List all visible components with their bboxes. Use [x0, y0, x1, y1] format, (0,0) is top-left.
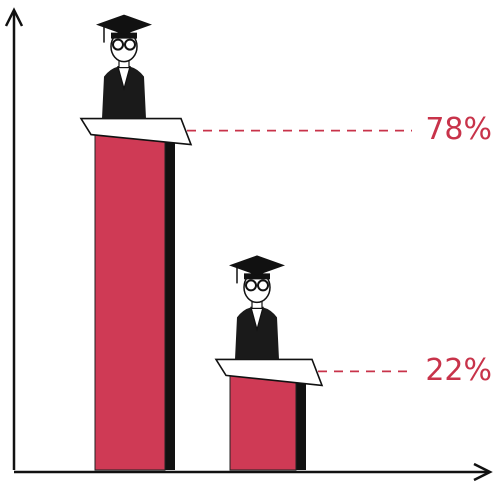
bar — [229, 374, 297, 471]
value-label: 78% — [425, 112, 492, 147]
graduate-figure — [95, 13, 153, 120]
value-label: 22% — [425, 353, 492, 388]
bar-shadow — [163, 140, 175, 470]
y-axis-arrow — [4, 7, 24, 27]
podium-top — [214, 358, 324, 387]
x-axis-arrow — [473, 462, 493, 482]
bar — [94, 134, 166, 471]
graduate-figure — [228, 254, 286, 361]
podium-top — [79, 117, 193, 146]
bar-shadow — [294, 381, 306, 470]
